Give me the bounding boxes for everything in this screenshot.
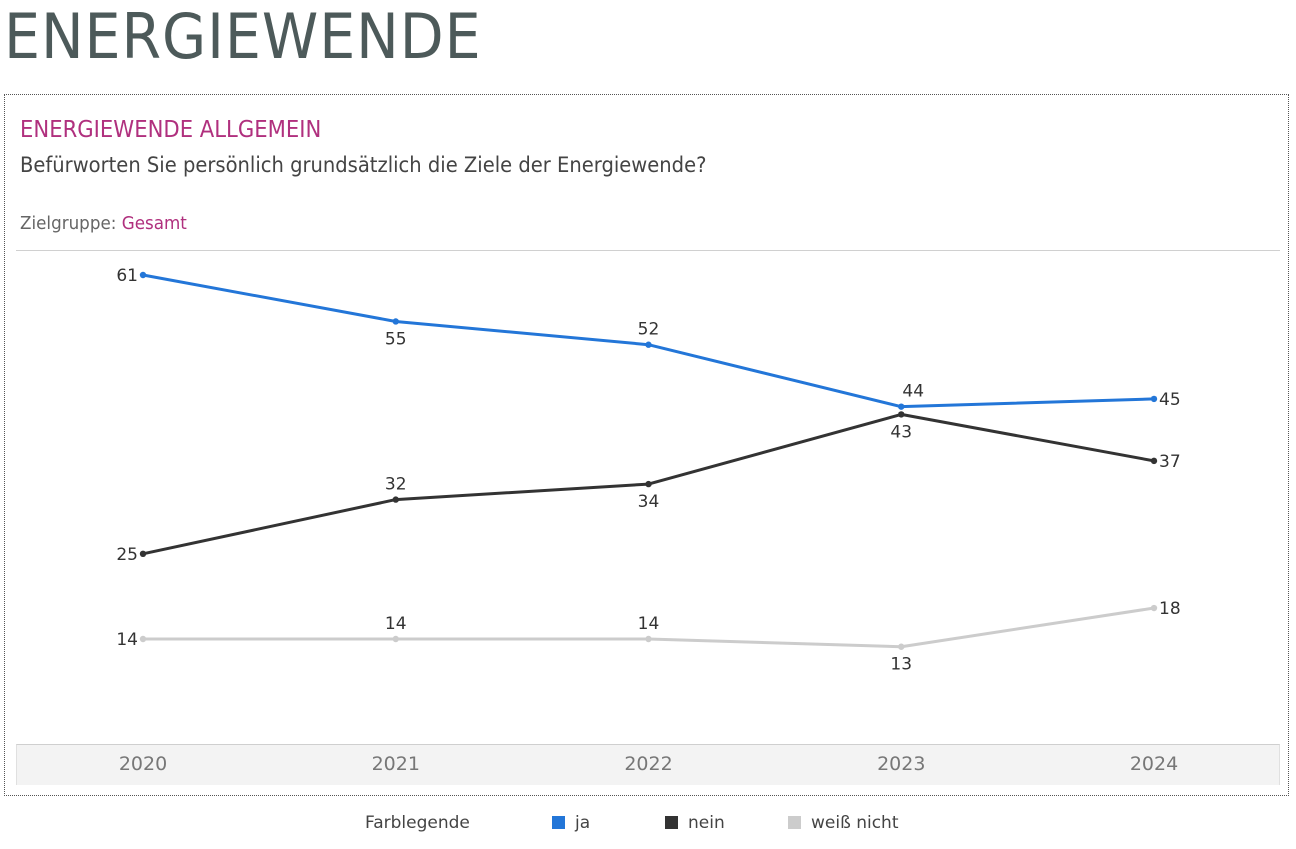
data-label-ja: 44 <box>902 382 924 402</box>
data-point-wei-nicht <box>139 635 147 643</box>
target-group-value[interactable]: Gesamt <box>121 213 187 234</box>
x-tick-label: 2023 <box>877 753 925 775</box>
legend-label-nein: nein <box>688 813 725 833</box>
x-tick-label: 2021 <box>372 753 420 775</box>
line-chart: 2020 2021 2022 2023 2024 14 14 14 13 18 25 32 34 43 37… <box>116 266 1181 775</box>
data-label-nein: 34 <box>638 492 660 512</box>
color-legend: Farblegende ja nein weiß nicht <box>0 813 1296 835</box>
data-label-nein: 43 <box>890 422 912 442</box>
legend-item-nein[interactable]: nein <box>665 813 725 833</box>
data-point-wei-nicht <box>1150 604 1158 612</box>
data-label-ja: 61 <box>116 266 138 286</box>
data-label-wei-nicht: 14 <box>638 614 660 634</box>
page-title: ENERGIEWENDE <box>4 0 482 73</box>
data-point-ja <box>139 271 147 279</box>
data-point-ja <box>392 318 399 325</box>
data-label-ja: 52 <box>638 320 660 340</box>
data-point-nein <box>898 411 905 418</box>
data-label-nein: 37 <box>1159 452 1181 472</box>
legend-item-ja[interactable]: ja <box>552 813 590 833</box>
data-point-wei-nicht <box>898 643 905 650</box>
data-point-wei-nicht <box>392 635 399 643</box>
legend-swatch-weiss-nicht <box>788 816 801 829</box>
legend-title: Farblegende <box>365 813 470 833</box>
legend-swatch-ja <box>552 816 565 829</box>
target-group-label: Zielgruppe: <box>20 213 117 234</box>
legend-label-weiss-nicht: weiß nicht <box>811 813 899 833</box>
header-divider <box>16 250 1280 251</box>
data-label-nein: 25 <box>116 545 138 565</box>
question-text: Befürworten Sie persönlich grundsätzlich… <box>20 153 707 177</box>
data-label-wei-nicht: 14 <box>116 630 138 650</box>
data-label-nein: 32 <box>385 475 407 495</box>
target-group: Zielgruppe: Gesamt <box>20 213 187 234</box>
data-label-ja: 55 <box>385 329 407 349</box>
chart-panel: ENERGIEWENDE ALLGEMEIN Befürworten Sie p… <box>4 94 1289 796</box>
data-point-nein <box>392 496 399 503</box>
series-line-ja <box>142 273 1155 409</box>
legend-label-ja: ja <box>575 813 591 833</box>
data-point-nein <box>1150 457 1158 465</box>
section-title: ENERGIEWENDE ALLGEMEIN <box>20 117 322 143</box>
x-axis-band <box>16 744 1280 785</box>
data-point-wei-nicht <box>645 635 652 643</box>
data-label-wei-nicht: 14 <box>385 614 407 634</box>
data-label-ja: 45 <box>1159 390 1181 410</box>
x-tick-label: 2020 <box>119 753 167 775</box>
data-point-ja <box>645 341 652 348</box>
data-point-nein <box>139 550 147 558</box>
legend-swatch-nein <box>665 816 678 829</box>
x-tick-label: 2022 <box>624 753 672 775</box>
data-label-wei-nicht: 13 <box>890 655 912 675</box>
data-point-ja <box>1150 395 1158 403</box>
data-point-nein <box>645 480 652 488</box>
data-label-wei-nicht: 18 <box>1159 599 1181 619</box>
x-tick-label: 2024 <box>1130 753 1178 775</box>
legend-item-weiss-nicht[interactable]: weiß nicht <box>788 813 898 833</box>
data-point-ja <box>898 403 905 410</box>
